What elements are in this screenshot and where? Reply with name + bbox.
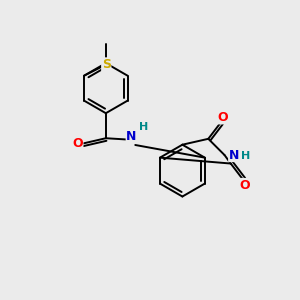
Text: H: H: [241, 152, 250, 161]
Text: N: N: [229, 148, 239, 161]
Text: H: H: [139, 122, 148, 132]
Text: O: O: [240, 178, 250, 191]
Text: O: O: [217, 111, 228, 124]
Text: O: O: [72, 137, 83, 150]
Text: S: S: [102, 58, 111, 71]
Text: N: N: [126, 130, 136, 143]
